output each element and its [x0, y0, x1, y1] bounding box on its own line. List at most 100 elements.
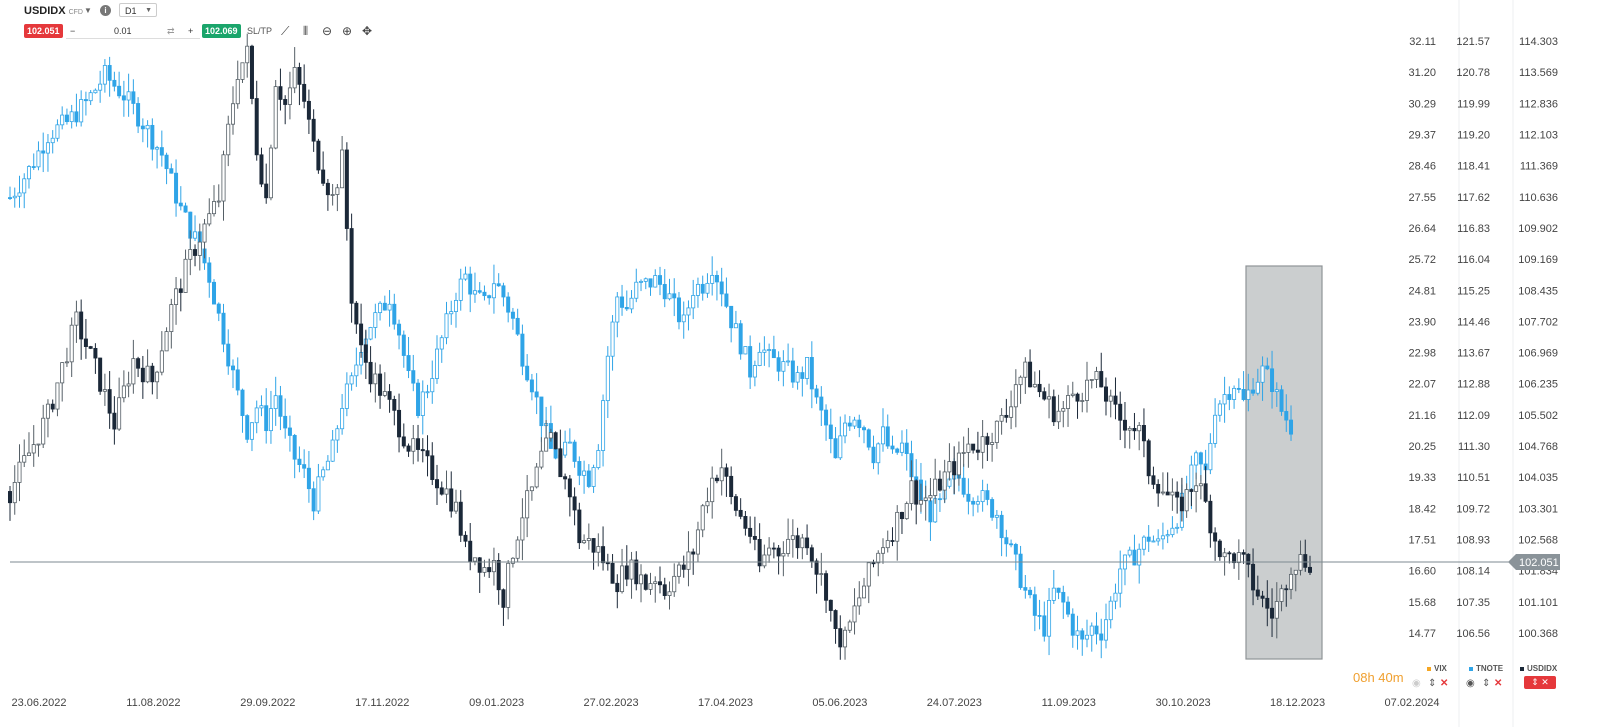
- sell-button[interactable]: 102.051: [24, 24, 63, 38]
- tnote-candle: [1094, 612, 1099, 645]
- volume-increase-button[interactable]: +: [188, 26, 194, 36]
- usdidx-candle: [1165, 472, 1170, 496]
- usdidx-controls[interactable]: ⇕ ✕: [1524, 676, 1556, 689]
- usdidx-candle: [501, 588, 506, 626]
- tnote-candle: [994, 510, 999, 529]
- tnote-reorder-icon[interactable]: ⇕: [1482, 678, 1491, 689]
- usdidx-tick: 112.836: [1519, 98, 1558, 110]
- usdidx-candle: [472, 557, 477, 566]
- usdidx-candle: [1013, 369, 1018, 428]
- tnote-candle: [1122, 554, 1127, 586]
- volume-stepper[interactable]: − 0.01 ⇄ +: [66, 24, 200, 39]
- tnote-candle: [193, 215, 198, 242]
- tnote-candle: [1127, 546, 1132, 558]
- zoom-in-icon[interactable]: ⊕: [342, 24, 353, 38]
- usdidx-candle: [1293, 569, 1298, 592]
- usdidx-candle: [828, 599, 833, 622]
- tnote-candle: [695, 277, 700, 308]
- usdidx-candle: [22, 439, 27, 468]
- usdidx-tick: 113.569: [1519, 67, 1558, 79]
- usdidx-candle: [302, 64, 307, 109]
- vix-visibility-icon[interactable]: ◉: [1412, 678, 1421, 689]
- volume-input[interactable]: 0.01: [114, 26, 132, 36]
- usdidx-candle: [1232, 552, 1237, 569]
- symbol-dropdown-icon[interactable]: ▼: [84, 6, 92, 15]
- usdidx-candle: [1047, 383, 1052, 419]
- usdidx-candle: [553, 431, 558, 450]
- info-icon[interactable]: i: [100, 5, 111, 16]
- usdidx-reorder-icon[interactable]: ⇕: [1531, 677, 1539, 687]
- usdidx-candle: [923, 485, 928, 521]
- tnote-candle: [212, 279, 217, 305]
- usdidx-candle: [1217, 539, 1222, 561]
- tnote-candle: [1051, 570, 1056, 605]
- tnote-candle: [510, 307, 515, 330]
- line-chart-icon[interactable]: ⟋: [281, 24, 290, 38]
- tnote-candle: [17, 175, 22, 208]
- usdidx-candle: [591, 538, 596, 570]
- usdidx-candle: [321, 151, 326, 187]
- volume-decrease-button[interactable]: −: [70, 26, 76, 36]
- tnote-remove-icon[interactable]: ✕: [1494, 678, 1503, 689]
- usdidx-candle: [264, 163, 269, 204]
- tnote-candle: [676, 292, 681, 330]
- tnote-candle: [515, 308, 520, 336]
- tnote-tick: 112.88: [1457, 379, 1490, 391]
- usdidx-candle: [918, 483, 923, 512]
- tnote-candle: [472, 272, 477, 303]
- tnote-candle: [373, 303, 378, 339]
- buy-button[interactable]: 102.069: [202, 24, 241, 38]
- tnote-candle: [41, 132, 46, 173]
- vix-tick: 22.07: [1408, 379, 1436, 391]
- usdidx-candle: [596, 533, 601, 567]
- tnote-candle: [966, 478, 971, 515]
- usdidx-candle: [1303, 539, 1308, 572]
- tnote-candle: [1056, 587, 1061, 600]
- vix-reorder-icon[interactable]: ⇕: [1428, 678, 1437, 689]
- tnote-candle: [1274, 382, 1279, 407]
- usdidx-candle: [757, 523, 762, 573]
- swap-icon[interactable]: ⇄: [167, 26, 175, 36]
- usdidx-candle: [961, 436, 966, 467]
- tnote-candle: [387, 290, 392, 327]
- tnote-candle: [591, 464, 596, 493]
- usdidx-candle: [1274, 582, 1279, 639]
- usdidx-candle: [491, 547, 496, 586]
- usdidx-candle: [1265, 580, 1270, 627]
- usdidx-remove-icon[interactable]: ✕: [1541, 677, 1549, 687]
- usdidx-candle: [1160, 472, 1165, 496]
- tnote-candle: [710, 256, 715, 296]
- usdidx-candle: [155, 370, 160, 400]
- tnote-candle: [714, 270, 719, 301]
- move-icon[interactable]: ✥: [362, 24, 373, 38]
- usdidx-candle: [1203, 466, 1208, 503]
- usdidx-candle: [1089, 379, 1094, 389]
- tnote-candle: [529, 373, 534, 401]
- zoom-out-icon[interactable]: ⊖: [322, 24, 333, 38]
- usdidx-candle: [1023, 357, 1028, 394]
- usdidx-candle: [752, 516, 757, 551]
- tnote-tick: 119.20: [1457, 129, 1490, 141]
- tnote-candle: [999, 510, 1004, 557]
- tnote-candle: [748, 335, 753, 389]
- usdidx-candle: [278, 68, 283, 111]
- usdidx-candle: [226, 115, 231, 167]
- usdidx-candle: [230, 86, 235, 135]
- tnote-candle: [131, 79, 136, 115]
- usdidx-candle: [50, 399, 55, 413]
- tnote-visibility-icon[interactable]: ◉: [1466, 678, 1475, 689]
- timeframe-select[interactable]: D1 ▼: [119, 3, 157, 17]
- candles-icon[interactable]: ⫴: [303, 24, 309, 38]
- usdidx-candle: [558, 429, 563, 478]
- usdidx-candle: [240, 62, 245, 83]
- tnote-candle: [126, 73, 131, 117]
- usdidx-candle: [624, 545, 629, 587]
- tnote-tick: 116.83: [1457, 223, 1490, 235]
- tnote-candle: [852, 416, 857, 429]
- vix-remove-icon[interactable]: ✕: [1440, 678, 1449, 689]
- tnote-candle: [420, 380, 425, 435]
- sltp-button[interactable]: SL/TP: [247, 26, 273, 36]
- usdidx-candle: [639, 564, 644, 603]
- symbol-name[interactable]: USDIDX CFD: [24, 5, 83, 17]
